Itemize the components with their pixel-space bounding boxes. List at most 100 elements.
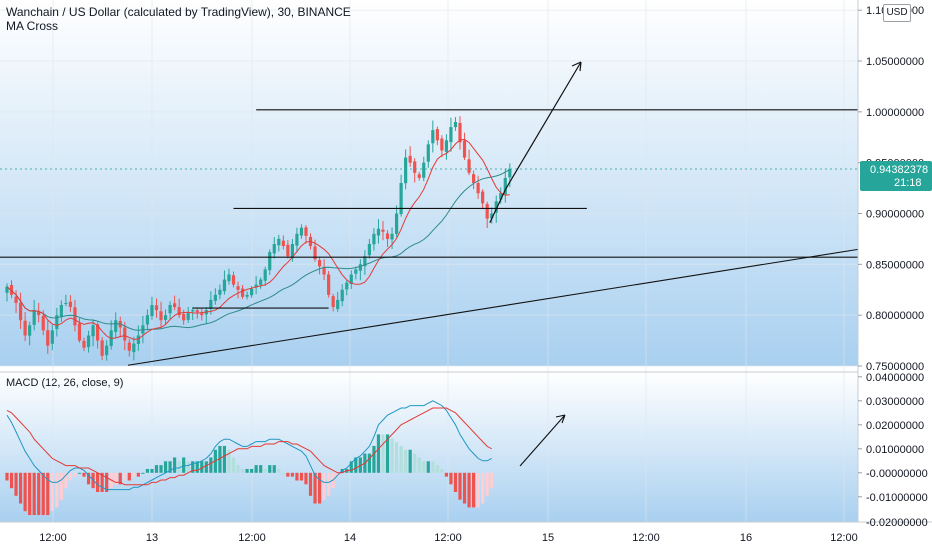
macd-histogram-bar [55,472,59,508]
candle-body [440,138,444,151]
macd-histogram-bar [132,472,136,477]
macd-histogram-bar [191,461,195,473]
macd-histogram-bar [304,472,308,485]
candle-body [281,240,285,247]
macd-histogram-bar [286,472,290,477]
macd-histogram-bar [23,472,27,512]
time-tick-label: 14 [344,532,356,544]
candle-body [213,294,217,301]
candle-body [32,310,36,325]
candle-body [105,345,109,356]
macd-histogram-bar [168,461,172,473]
candle-body [168,305,172,314]
candle-body [150,305,154,317]
candle-body [177,307,181,316]
candle-body [86,335,91,348]
chart-title: Wanchain / US Dollar (calculated by Trad… [6,5,351,19]
candle-body [354,269,358,274]
macd-histogram-bar [399,445,403,473]
macd-projection-arrow [519,414,566,467]
candle-body [209,299,213,309]
candle-body [399,183,403,215]
candle-body [476,183,480,194]
macd-histogram-bar [186,461,190,473]
candle-body [331,296,335,308]
macd-histogram-bar [431,461,435,473]
macd-histogram-bar [404,449,408,473]
trend-line [127,248,859,366]
macd-tick-label: 0.01000000 [866,444,924,456]
macd-histogram-bar [471,472,476,508]
candle-body [349,274,353,285]
macd-histogram-bar [127,472,131,481]
macd-histogram-bar [114,472,118,485]
candle-body [127,342,131,351]
candle-body [358,264,362,271]
candle-body [41,315,45,331]
candle-body [471,174,476,183]
candle-body [263,269,267,281]
macd-histogram-bar [150,468,154,473]
candle-body [272,244,276,254]
macd-histogram-bar [349,461,353,473]
candle-body [18,302,23,321]
macd-histogram-bar [118,472,122,485]
price-tick-label: 0.90000000 [866,209,924,221]
macd-histogram-bar [408,449,412,473]
candle-body [277,238,281,246]
macd-histogram-bar [105,472,109,492]
ma-slow-line [6,169,511,331]
macd-histogram-bar [435,465,439,473]
macd-histogram-bar [308,472,313,496]
macd-histogram-bar [481,472,485,504]
macd-histogram-bar [313,472,317,504]
macd-histogram-bar [390,438,394,473]
candle-body [376,228,381,236]
candle-body [499,193,503,200]
macd-histogram-bar [381,434,385,473]
macd-histogram-bar [485,472,489,496]
current-price-badge [860,160,932,191]
candle-body [444,140,449,152]
macd-histogram-bar [154,465,159,473]
macd-histogram-bar [159,465,163,473]
candle-body [254,284,258,288]
macd-histogram-bar [245,468,249,473]
candle-body [313,246,317,260]
macd-histogram-bar [467,472,471,508]
macd-histogram-bar [209,457,213,473]
candle-body [191,310,195,312]
candle-body [426,144,430,162]
macd-histogram-bar [59,472,63,500]
candle-body [250,288,254,296]
macd-histogram-bar [250,468,254,473]
macd-histogram-bar [218,445,222,473]
macd-histogram-bar [299,472,304,481]
macd-histogram-bar [281,472,285,474]
candle-body [200,313,204,316]
candle-body [96,324,100,341]
candle-body [458,122,462,143]
candle-body [408,155,412,163]
currency-button[interactable]: USD [883,4,911,22]
candle-body [467,159,471,173]
candle-body [154,305,159,311]
candle-body [240,288,245,297]
macd-histogram-bar [240,468,245,473]
time-tick-label: 15 [542,532,554,544]
price-tick-label: 1.05000000 [866,56,924,68]
candle-body [159,311,163,321]
candle-body [295,233,299,246]
candle-body [59,305,63,317]
candle-body [82,340,86,348]
price-tick-label: 0.80000000 [866,310,924,322]
macd-histogram-bar [236,465,240,473]
projection-arrow-head [571,61,582,72]
macd-histogram-bar [268,465,272,473]
macd-tick-label: -0.00000000 [866,468,928,480]
macd-histogram-bar [37,472,41,516]
macd-histogram-bar [440,468,444,473]
macd-histogram-bar [453,472,458,492]
macd-histogram-bar [462,472,467,504]
